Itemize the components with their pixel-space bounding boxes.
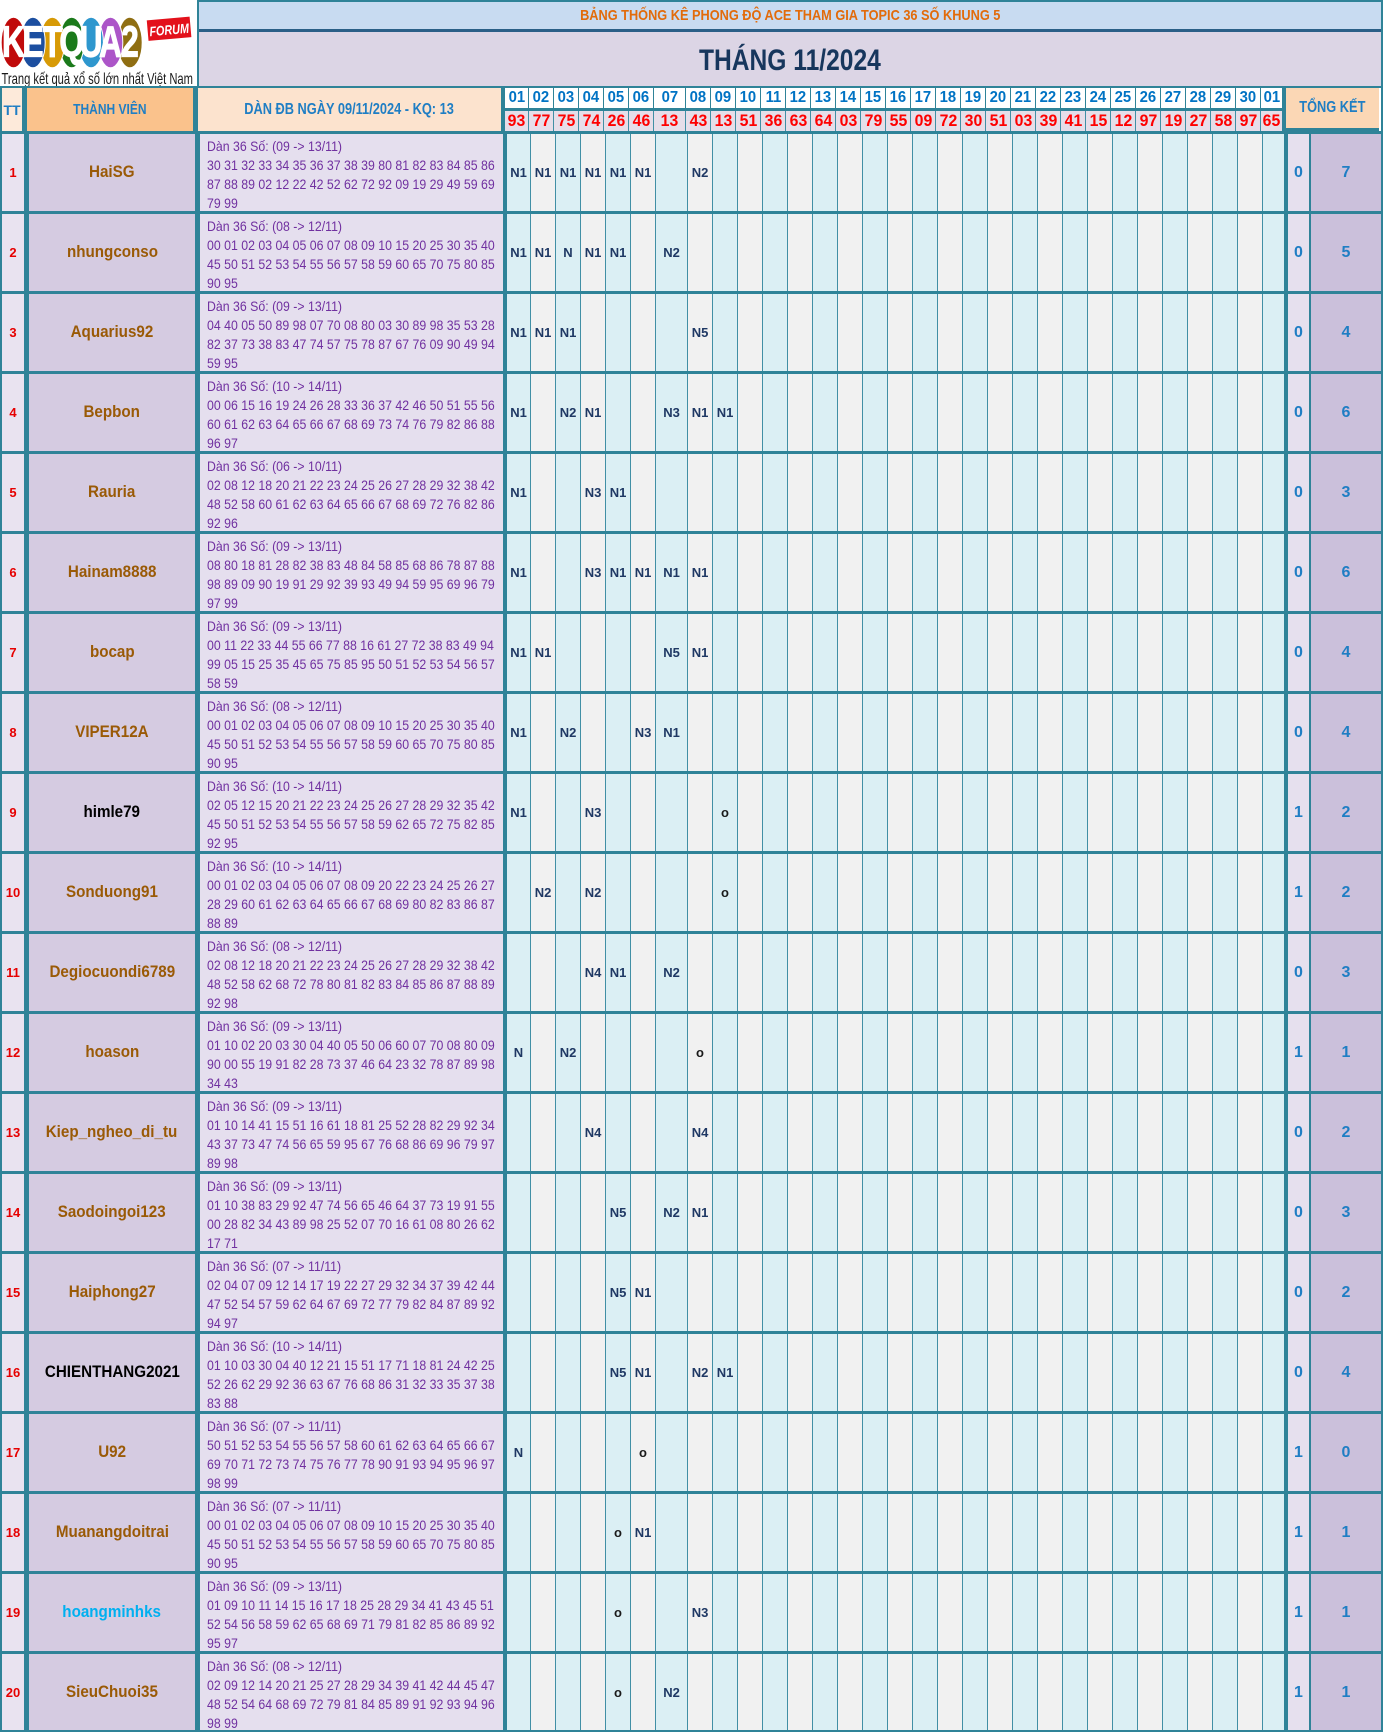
svg-text:Trang kết quả xổ số lớn nhất V: Trang kết quả xổ số lớn nhất Việt Nam (2, 69, 193, 88)
svg-text:E: E (22, 17, 43, 66)
svg-text:A: A (99, 17, 122, 66)
svg-text:U: U (80, 17, 103, 66)
svg-text:T: T (43, 17, 62, 66)
svg-text:Q: Q (59, 17, 84, 66)
svg-text:FORUM: FORUM (149, 21, 190, 40)
svg-text:K: K (2, 17, 25, 66)
svg-text:2: 2 (121, 17, 139, 66)
